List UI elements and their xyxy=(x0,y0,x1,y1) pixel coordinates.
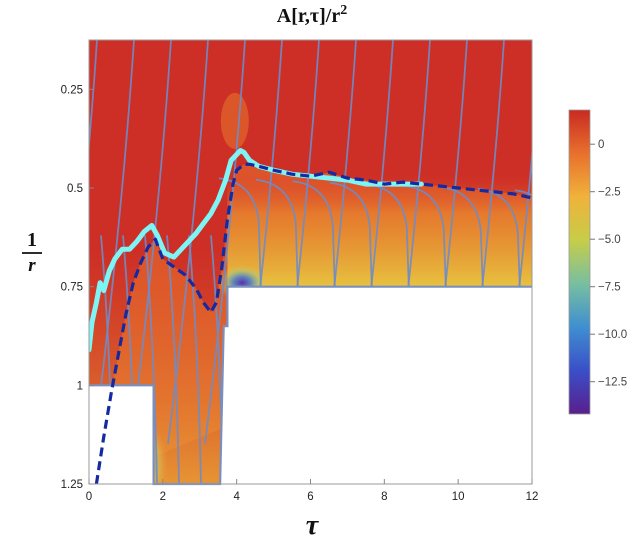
flow-line-16 xyxy=(329,181,373,287)
series-line-0 xyxy=(89,148,424,353)
y-axis-title-numerator: 1 xyxy=(27,229,37,251)
colorbar-tick-label: −7.5 xyxy=(598,282,621,294)
flow-line-27 xyxy=(144,235,158,484)
y-tick-label: 1 xyxy=(77,380,83,392)
x-tick-label: 6 xyxy=(307,491,313,503)
colorbar-scale xyxy=(568,109,591,415)
x-tick-label: 4 xyxy=(233,491,240,503)
y-tick-label: 0.25 xyxy=(61,84,83,96)
flow-line-1 xyxy=(93,40,135,445)
colorbar-tick-label: 0 xyxy=(598,139,604,151)
domain-boundary xyxy=(89,285,532,486)
x-tick-label: 10 xyxy=(452,491,465,503)
plot-area xyxy=(88,39,643,486)
y-axis: 0.25 0.5 0.75 1 1.25 xyxy=(61,84,94,491)
flow-line-4 xyxy=(204,40,246,445)
x-tick-label: 2 xyxy=(160,491,166,503)
x-tick-label: 12 xyxy=(526,491,539,503)
colorbar-tick-label: −10.0 xyxy=(598,329,627,341)
x-axis-title: τ xyxy=(306,510,320,541)
y-axis-title-denominator: r xyxy=(28,255,36,276)
flow-line-24 xyxy=(626,195,643,287)
colorbar-tick-label: −2.5 xyxy=(598,187,621,199)
y-tick-label: 1.25 xyxy=(61,479,83,491)
flow-line-18 xyxy=(403,184,447,287)
curves xyxy=(89,148,532,484)
colorbar-tick-label: −5.0 xyxy=(598,234,621,246)
x-tick-label: 0 xyxy=(86,491,92,503)
flow-line-21 xyxy=(514,189,532,287)
y-tick-label: 0.5 xyxy=(67,183,83,195)
x-tick-label: 8 xyxy=(381,491,387,503)
colorbar-ticks: 0 −2.5 −5.0 −7.5 −10.0 −12.5 xyxy=(590,139,627,389)
flow-line-19 xyxy=(440,186,484,287)
flow-line-29 xyxy=(188,235,202,484)
x-axis: 0 2 4 6 8 10 12 xyxy=(86,479,539,503)
series-line-1 xyxy=(94,162,532,484)
flow-line-14 xyxy=(255,178,299,287)
heat-plume xyxy=(220,92,249,149)
colorbar-tick-label: −12.5 xyxy=(598,377,627,389)
colorbar: 0 −2.5 −5.0 −7.5 −10.0 −12.5 xyxy=(568,109,627,415)
flow-line-15 xyxy=(292,180,336,287)
y-tick-label: 0.75 xyxy=(61,282,83,294)
y-axis-title: 1 r xyxy=(22,229,42,276)
chart-title: A[r,τ]/r2 xyxy=(277,3,347,27)
